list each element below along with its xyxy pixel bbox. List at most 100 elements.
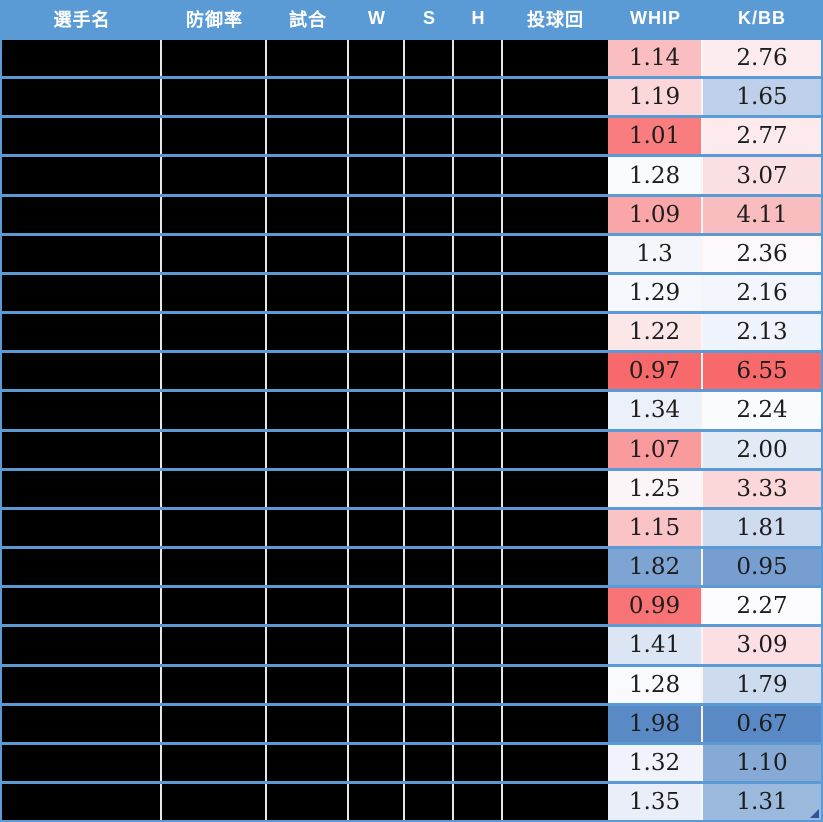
cell-whip: 1.41 [608, 627, 703, 664]
cell-w [349, 431, 405, 468]
cell-whip: 1.22 [608, 314, 703, 351]
cell-s [405, 157, 454, 194]
cell-h [454, 509, 503, 547]
cell-ip [503, 431, 608, 468]
cell-w [349, 314, 405, 351]
cell-kbb: 2.77 [703, 118, 821, 155]
cell-s [405, 235, 454, 272]
cell-kbb: 2.36 [703, 235, 821, 272]
cell-whip: 1.19 [608, 79, 703, 116]
table-row: 1.28 1.79 [2, 663, 821, 703]
cell-kbb: 2.00 [703, 431, 821, 468]
cell-games [267, 392, 349, 429]
cell-s [405, 666, 454, 703]
cell-games [267, 353, 349, 390]
cell-kbb: 3.33 [703, 470, 821, 507]
cell-s [405, 196, 454, 233]
cell-w [349, 783, 405, 820]
cell-kbb: 2.13 [703, 314, 821, 351]
cell-whip: 0.99 [608, 588, 703, 625]
cell-h [454, 431, 503, 468]
cell-whip: 1.15 [608, 509, 703, 547]
cell-h [454, 353, 503, 390]
cell-s [405, 79, 454, 116]
cell-era [162, 627, 267, 664]
cell-ip [503, 118, 608, 155]
cell-player [2, 470, 162, 507]
cell-games [267, 196, 349, 233]
cell-player [2, 783, 162, 820]
cell-player [2, 392, 162, 429]
cell-era [162, 157, 267, 194]
table-row: 1.19 1.65 [2, 76, 821, 116]
cell-w [349, 666, 405, 703]
cell-games [267, 705, 349, 742]
cell-whip: 1.25 [608, 470, 703, 507]
cell-games [267, 431, 349, 468]
cell-player [2, 157, 162, 194]
cell-games [267, 157, 349, 194]
table-row: 0.99 2.27 [2, 585, 821, 625]
cell-h [454, 235, 503, 272]
cell-era [162, 235, 267, 272]
header-cell-kbb: K/BB [738, 8, 786, 28]
table-row: 1.32 1.10 [2, 741, 821, 781]
cell-h [454, 744, 503, 781]
cell-era [162, 783, 267, 820]
cell-games [267, 666, 349, 703]
table-row: 1.82 0.95 [2, 546, 821, 586]
cell-ip [503, 744, 608, 781]
table-row: 1.14 2.76 [2, 37, 821, 77]
cell-era [162, 431, 267, 468]
cell-whip: 1.28 [608, 666, 703, 703]
cell-era [162, 744, 267, 781]
cell-whip: 1.07 [608, 431, 703, 468]
cell-h [454, 314, 503, 351]
cell-whip: 0.97 [608, 353, 703, 390]
cell-ip [503, 235, 608, 272]
cell-w [349, 470, 405, 507]
cell-era [162, 705, 267, 742]
cell-kbb: 3.07 [703, 157, 821, 194]
cell-h [454, 549, 503, 586]
cell-ip [503, 509, 608, 547]
cell-whip: 1.28 [608, 157, 703, 194]
cell-kbb: 6.55 [703, 353, 821, 390]
cell-era [162, 40, 267, 77]
cell-games [267, 40, 349, 77]
cell-h [454, 157, 503, 194]
cell-kbb: 3.09 [703, 627, 821, 664]
header-cell-innings: 投球回 [527, 9, 584, 30]
cell-whip: 1.29 [608, 274, 703, 312]
table-body: 1.14 2.76 1.19 1.65 1.01 2.77 1.28 3.07 1.09 4.11… [2, 37, 821, 820]
table-row: 1.29 2.16 [2, 271, 821, 312]
cell-era [162, 392, 267, 429]
cell-w [349, 235, 405, 272]
cell-player [2, 666, 162, 703]
table-row: 1.25 3.33 [2, 467, 821, 507]
cell-kbb: 1.81 [703, 509, 821, 547]
cell-whip: 1.35 [608, 783, 703, 820]
cell-h [454, 627, 503, 664]
cell-ip [503, 196, 608, 233]
cell-s [405, 40, 454, 77]
cell-h [454, 40, 503, 77]
table-row: 1.01 2.77 [2, 115, 821, 155]
cell-whip: 1.3 [608, 235, 703, 272]
cell-s [405, 118, 454, 155]
cell-w [349, 392, 405, 429]
cell-ip [503, 353, 608, 390]
cell-ip [503, 157, 608, 194]
cell-s [405, 627, 454, 664]
cell-era [162, 314, 267, 351]
cell-kbb: 0.95 [703, 549, 821, 586]
header-cell-games: 試合 [289, 9, 327, 30]
cell-whip: 1.32 [608, 744, 703, 781]
cell-h [454, 392, 503, 429]
cell-era [162, 509, 267, 547]
cell-h [454, 196, 503, 233]
cell-player [2, 431, 162, 468]
cell-kbb: 2.24 [703, 392, 821, 429]
cell-player [2, 274, 162, 312]
